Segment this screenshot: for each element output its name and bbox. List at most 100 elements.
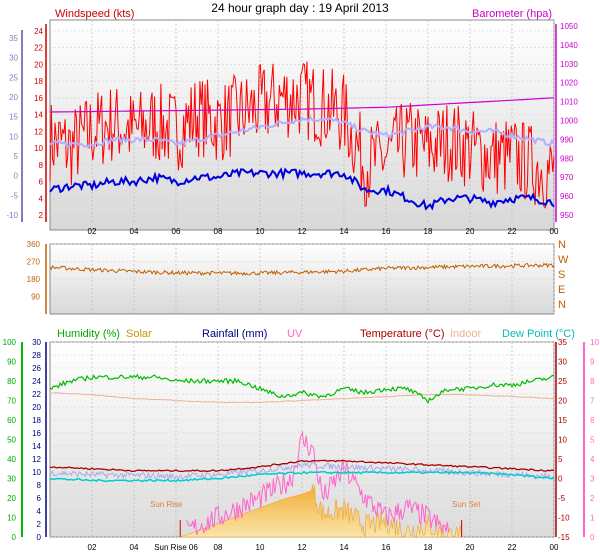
humidity-tick-label: 10 [7, 514, 16, 523]
direction-tick-label: 360 [27, 240, 41, 249]
solar-label: Solar [126, 328, 152, 340]
wind-tick-label: 2 [39, 211, 44, 220]
baro-tick-label: 970 [560, 173, 574, 182]
rain-tick-label: 16 [32, 429, 41, 438]
x-tick-label: 04 [130, 543, 139, 552]
direction-tick-label: 180 [27, 275, 41, 284]
temp-tick-label: -10 [558, 514, 570, 523]
baro-tick-label: 1020 [560, 79, 578, 88]
x-tick-label: 18 [424, 543, 433, 552]
x-tick-label: Sun Rise 06 [154, 543, 198, 552]
wind-outer-tick-label: 35 [9, 34, 18, 43]
rain-tick-label: 22 [32, 390, 41, 399]
uv-tick-label: 2 [590, 494, 595, 503]
wind-average-line [49, 167, 555, 211]
rain-tick-label: 28 [32, 351, 41, 360]
uv-tick-label: 9 [590, 358, 595, 367]
uv-tick-label: 10 [590, 338, 599, 347]
uv-tick-label: 5 [590, 436, 595, 445]
compass-label: N [558, 239, 566, 251]
compass-label: N [558, 299, 566, 311]
x-tick-label: 20 [466, 543, 475, 552]
baro-tick-label: 1050 [560, 22, 578, 31]
uv-tick-label: 4 [590, 455, 595, 464]
sunset-label: Sun Set [452, 500, 481, 509]
axes-layer: 24681012141618202224-10-5051015202530359… [3, 22, 600, 552]
rain-tick-label: 6 [37, 494, 42, 503]
x-tick-label: 00 [550, 227, 559, 236]
x-tick-label: 04 [130, 227, 139, 236]
x-tick-label: 18 [424, 227, 433, 236]
wind-outer-tick-label: 10 [9, 132, 18, 141]
wind-tick-label: 8 [39, 161, 44, 170]
rain-tick-label: 2 [37, 520, 42, 529]
temp-tick-label: -5 [558, 494, 566, 503]
solar-area [180, 484, 462, 538]
compass-label: W [558, 254, 569, 266]
x-tick-label: 00 [550, 543, 559, 552]
baro-tick-label: 990 [560, 135, 574, 144]
uv-tick-label: 3 [590, 475, 595, 484]
temp-tick-label: 35 [558, 338, 567, 347]
humidity-tick-label: 90 [7, 358, 16, 367]
humidity-tick-label: 20 [7, 494, 16, 503]
x-tick-label: 22 [508, 227, 517, 236]
rain-tick-label: 24 [32, 377, 41, 386]
uv-tick-label: 7 [590, 397, 595, 406]
rain-tick-label: 30 [32, 338, 41, 347]
rain-tick-label: 18 [32, 416, 41, 425]
rain-tick-label: 8 [37, 481, 42, 490]
rain-tick-label: 26 [32, 364, 41, 373]
baro-tick-label: 960 [560, 192, 574, 201]
temp-tick-label: 5 [558, 455, 563, 464]
wind-outer-tick-label: 25 [9, 73, 18, 82]
wind-tick-label: 6 [39, 178, 44, 187]
temp-tick-label: 0 [558, 475, 563, 484]
barometer-line [49, 97, 555, 113]
wind-tick-label: 18 [34, 77, 43, 86]
rain-tick-label: 12 [32, 455, 41, 464]
windspeed-label: Windspeed (kts) [55, 8, 134, 20]
humidity-tick-label: 100 [3, 338, 17, 347]
rain-tick-label: 10 [32, 468, 41, 477]
wind-outer-tick-label: 20 [9, 93, 18, 102]
wind-tick-label: 4 [39, 194, 44, 203]
x-tick-label: 22 [508, 543, 517, 552]
uv-line [186, 430, 450, 536]
x-tick-label: 10 [256, 227, 265, 236]
humidity-tick-label: 80 [7, 377, 16, 386]
baro-tick-label: 950 [560, 211, 574, 220]
rain-tick-label: 20 [32, 403, 41, 412]
wind-tick-label: 22 [34, 44, 43, 53]
humidity-tick-label: 40 [7, 455, 16, 464]
x-tick-label: 06 [172, 227, 181, 236]
rain-tick-label: 0 [37, 533, 42, 542]
direction-tick-label: 90 [31, 293, 40, 302]
temp-tick-label: 10 [558, 436, 567, 445]
sunrise-label: Sun Rise [150, 500, 183, 509]
x-tick-label: 12 [298, 227, 307, 236]
temp-tick-label: 25 [558, 377, 567, 386]
wind-tick-label: 16 [34, 94, 43, 103]
dewpoint-label: Dew Point (°C) [502, 328, 575, 340]
humidity-tick-label: 50 [7, 436, 16, 445]
wind-tick-label: 10 [34, 144, 43, 153]
baro-tick-label: 1010 [560, 98, 578, 107]
uv-tick-label: 0 [590, 533, 595, 542]
rain-tick-label: 4 [37, 507, 42, 516]
humidity-line [49, 373, 554, 405]
x-tick-label: 16 [382, 227, 391, 236]
x-tick-label: 14 [340, 543, 349, 552]
wind-outer-tick-label: 30 [9, 54, 18, 63]
x-tick-label: 08 [214, 227, 223, 236]
temperature-line [50, 459, 555, 473]
wind-tick-label: 14 [34, 111, 43, 120]
uv-tick-label: 1 [590, 514, 595, 523]
barometer-label: Barometer (hpa) [472, 8, 552, 20]
wind-tick-label: 24 [34, 27, 43, 36]
rain-tick-label: 14 [32, 442, 41, 451]
baro-tick-label: 980 [560, 154, 574, 163]
humidity-label: Humidity (%) [57, 328, 120, 340]
x-tick-label: 16 [382, 543, 391, 552]
